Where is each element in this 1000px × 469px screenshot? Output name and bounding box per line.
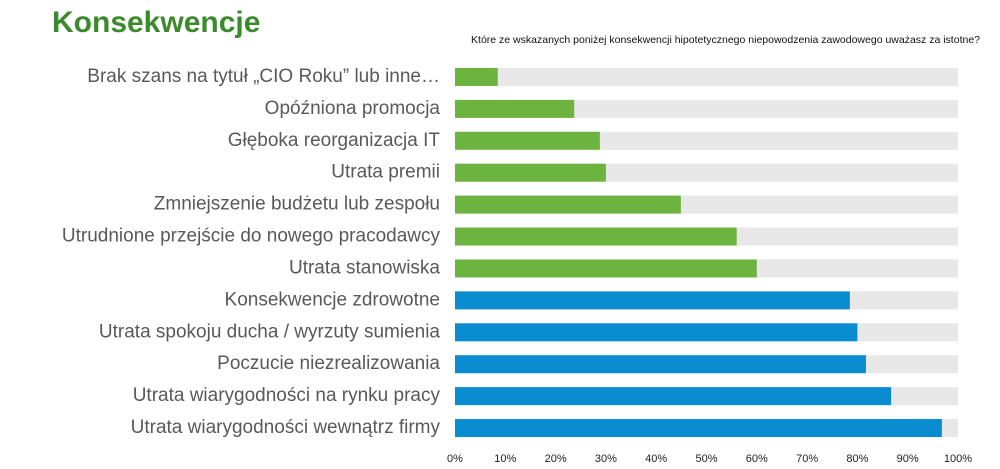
y-tick-label: Utrata spokoju ducha / wyrzuty sumienia — [99, 321, 441, 342]
x-tick-label: 90% — [897, 453, 919, 465]
chart-title: Konsekwencje — [52, 6, 260, 39]
x-tick-label: 10% — [494, 453, 516, 465]
bar — [455, 259, 757, 278]
y-tick-label: Opóźniona promocja — [265, 98, 441, 119]
x-tick-label: 60% — [746, 453, 768, 465]
bar — [455, 227, 737, 246]
y-tick-label: Poczucie niezrealizowania — [217, 353, 440, 374]
bar — [455, 291, 850, 310]
x-tick-label: 40% — [645, 453, 667, 465]
bar — [455, 419, 942, 438]
bar — [455, 163, 606, 182]
y-tick-label: Utrata premii — [331, 162, 440, 183]
bar — [455, 195, 681, 214]
bar — [455, 99, 575, 118]
x-tick-label: 20% — [545, 453, 567, 465]
chart-subtitle: Które ze wskazanych poniżej konsekwencji… — [471, 34, 980, 46]
x-tick-label: 30% — [595, 453, 617, 465]
bar — [455, 355, 866, 374]
bar — [455, 67, 498, 86]
bar — [455, 323, 858, 342]
y-tick-label: Brak szans na tytuł „CIO Roku” lub inne… — [87, 66, 440, 87]
bar — [455, 387, 892, 406]
y-tick-label: Utrata stanowiska — [289, 257, 440, 278]
x-tick-label: 70% — [796, 453, 818, 465]
x-tick-label: 80% — [846, 453, 868, 465]
bar-track — [455, 99, 958, 118]
y-tick-label: Utrudnione przejście do nowego pracodawc… — [62, 226, 441, 247]
y-tick-label: Utrata wiarygodności na rynku pracy — [133, 385, 441, 406]
x-tick-label: 0% — [447, 453, 463, 465]
y-tick-label: Głęboka reorganizacja IT — [228, 130, 441, 151]
bar-track — [455, 67, 958, 86]
bar — [455, 131, 600, 150]
y-tick-label: Zmniejszenie budżetu lub zespołu — [154, 194, 440, 215]
x-tick-label: 100% — [944, 453, 972, 465]
y-tick-label: Utrata wiarygodności wewnątrz firmy — [131, 417, 441, 438]
x-tick-label: 50% — [695, 453, 717, 465]
y-tick-label: Konsekwencje zdrowotne — [225, 289, 440, 310]
